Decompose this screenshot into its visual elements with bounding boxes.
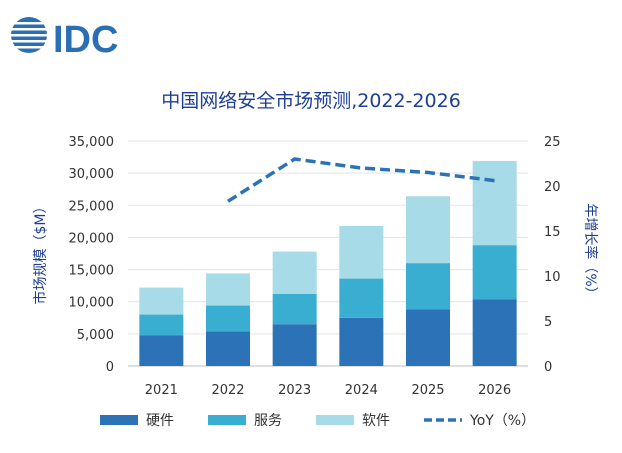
x-axis-ticks: 2021 2022 2023 2024 2025 2026 [145, 383, 511, 398]
y2-axis-label: 年增长率（%） [582, 203, 599, 300]
yoy-line-group [227, 157, 495, 203]
bar [339, 278, 384, 318]
y-tick-label: 20,000 [69, 231, 115, 246]
y2-tick-label: 15 [544, 225, 561, 240]
y-tick-label: 30,000 [69, 167, 115, 182]
y-tick-label: 0 [106, 360, 114, 375]
y2-tick-label: 5 [544, 315, 552, 330]
bar [206, 305, 250, 332]
bar [339, 225, 384, 279]
bar [472, 299, 517, 366]
x-tick-label: 2026 [478, 383, 511, 398]
yoy-line [227, 157, 495, 203]
x-tick-label: 2025 [411, 383, 444, 398]
y2-tick-label: 0 [544, 360, 552, 375]
y-tick-label: 10,000 [69, 296, 115, 311]
grid-lines [128, 140, 528, 367]
bar [406, 263, 450, 310]
logo-text: IDC [53, 19, 118, 61]
x-tick-label: 2022 [211, 383, 244, 398]
y-tick-label: 15,000 [69, 264, 115, 279]
logo: IDC [8, 17, 118, 61]
y2-tick-label: 10 [544, 270, 561, 285]
bar [339, 317, 384, 366]
bar [472, 160, 517, 246]
legend-swatch [208, 415, 246, 425]
bar [272, 294, 317, 325]
x-tick-label: 2023 [278, 383, 311, 398]
y-tick-label: 5,000 [77, 328, 114, 343]
legend-swatch [100, 415, 138, 425]
y-tick-label: 35,000 [69, 135, 115, 150]
legend-label: 软件 [362, 413, 390, 429]
y-axis-label: 市场规模（$M） [32, 200, 49, 305]
bars-group [139, 160, 517, 366]
chart-title: 中国网络安全市场预测,2022-2026 [161, 90, 461, 112]
y2-tick-label: 25 [544, 135, 561, 150]
y-tick-label: 25,000 [69, 199, 115, 214]
y2-tick-label: 20 [544, 180, 561, 195]
bar [139, 314, 184, 336]
legend-swatch [316, 415, 354, 425]
bar [406, 196, 450, 264]
bar [406, 309, 450, 366]
bar [272, 324, 317, 366]
bar [272, 251, 317, 294]
x-tick-label: 2021 [145, 383, 178, 398]
y2-axis-ticks: 0 5 10 15 20 25 [544, 135, 561, 375]
bar [206, 331, 250, 366]
bar [139, 335, 184, 366]
x-tick-label: 2024 [345, 383, 378, 398]
legend-label: YoY（%） [469, 413, 535, 429]
bar [472, 245, 517, 300]
y-axis-ticks: 0 5,000 10,000 15,000 20,000 25,000 30,000 35,0… [69, 135, 115, 375]
bar [139, 287, 184, 315]
bar [206, 273, 250, 306]
legend-label: 服务 [254, 413, 282, 429]
globe-icon [8, 17, 50, 53]
legend-label: 硬件 [146, 413, 174, 429]
legend: 硬件 服务 软件 YoY（%） [100, 413, 535, 429]
